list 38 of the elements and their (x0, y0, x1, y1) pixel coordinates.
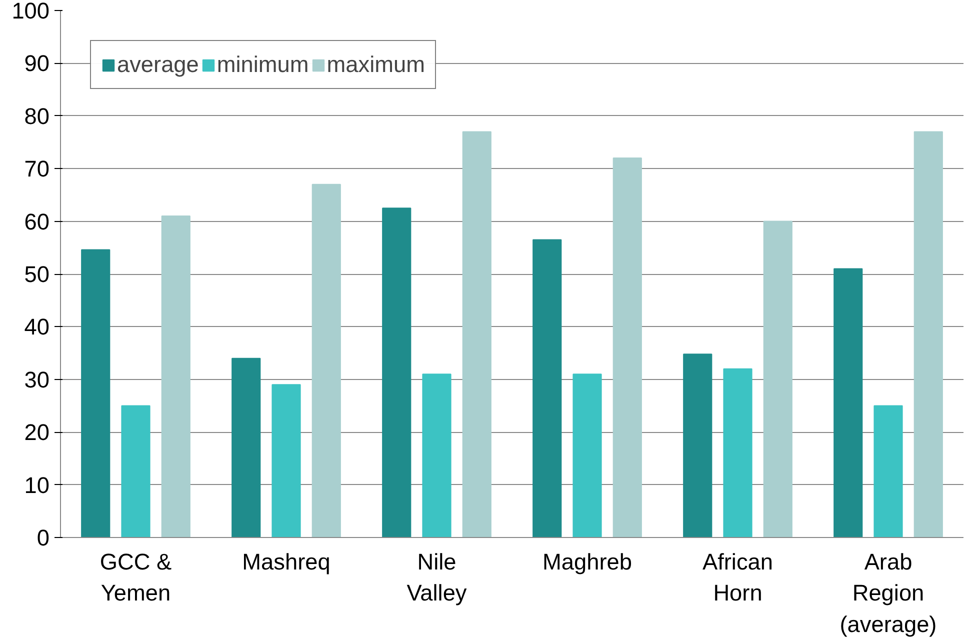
y-tick-label: 100 (12, 0, 50, 24)
bar (914, 131, 943, 538)
bar (834, 268, 863, 538)
bar (612, 158, 642, 538)
x-tick-label: Arab Region (average) (840, 548, 937, 637)
y-tick-label: 80 (24, 102, 50, 129)
y-tick-label: 40 (24, 314, 50, 340)
bar (272, 384, 301, 538)
x-tick-label: Maghreb (542, 548, 632, 574)
y-tick-label: 30 (24, 366, 50, 392)
bar (422, 374, 452, 538)
bar (763, 220, 792, 538)
y-tick-label: 60 (24, 208, 50, 234)
bar (683, 354, 712, 538)
bar (462, 131, 492, 538)
y-tick-label: 90 (24, 50, 50, 76)
legend-label: average (117, 51, 199, 78)
y-tick-label: 20 (24, 419, 50, 446)
x-tick-label: Nile Valley (406, 548, 468, 606)
y-tick-label: 50 (24, 261, 50, 287)
bar (81, 249, 110, 538)
x-tick-label: GCC & Yemen (100, 548, 172, 606)
bar (312, 184, 341, 538)
x-tick-label: African Horn (702, 548, 774, 606)
bar (121, 405, 150, 538)
bar (232, 358, 261, 538)
y-tick-label: 10 (24, 472, 50, 498)
legend-label: minimum (216, 51, 309, 78)
bar (382, 208, 412, 538)
bar (161, 216, 190, 538)
bar (532, 239, 562, 538)
bar (874, 405, 903, 538)
legend-label: maximum (326, 51, 425, 78)
bar (572, 374, 602, 538)
y-tick-label: 0 (36, 524, 50, 550)
bar (723, 368, 752, 538)
y-tick-label: 70 (24, 156, 50, 182)
x-tick-label: Mashreq (242, 548, 330, 574)
